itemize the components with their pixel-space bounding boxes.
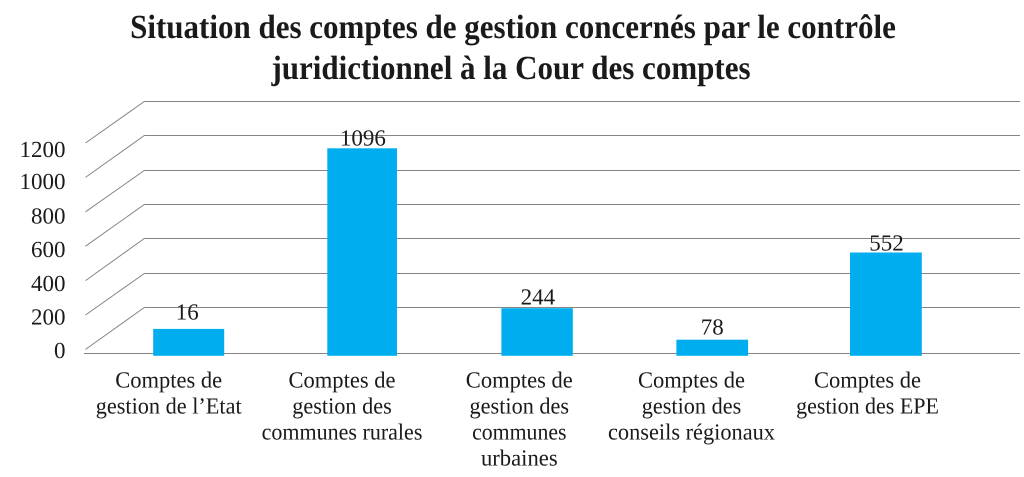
svg-text:552: 552 — [869, 231, 904, 256]
svg-text:1000: 1000 — [20, 169, 66, 194]
svg-text:Situation des comptes de gesti: Situation des comptes de gestion concern… — [130, 7, 896, 45]
svg-text:urbaines: urbaines — [481, 445, 558, 470]
svg-text:conseils régionaux: conseils régionaux — [608, 419, 775, 444]
svg-text:Comptes de: Comptes de — [289, 367, 396, 392]
svg-text:juridictionnel à la Cour des c: juridictionnel à la Cour des comptes — [270, 48, 750, 86]
svg-text:200: 200 — [31, 305, 66, 330]
svg-text:gestion des: gestion des — [470, 393, 570, 418]
svg-text:Comptes de: Comptes de — [638, 367, 745, 392]
svg-text:1096: 1096 — [340, 125, 386, 150]
svg-text:gestion des: gestion des — [642, 393, 742, 418]
svg-text:1200: 1200 — [20, 137, 66, 162]
svg-text:communes rurales: communes rurales — [262, 419, 423, 444]
svg-text:400: 400 — [31, 271, 66, 296]
svg-text:communes: communes — [472, 419, 566, 444]
svg-text:800: 800 — [31, 203, 66, 228]
svg-text:Comptes de: Comptes de — [814, 367, 921, 392]
svg-text:0: 0 — [54, 338, 66, 363]
svg-text:gestion des EPE: gestion des EPE — [796, 393, 939, 418]
svg-text:gestion des: gestion des — [292, 393, 392, 418]
svg-text:16: 16 — [176, 299, 199, 324]
svg-text:244: 244 — [521, 285, 556, 310]
svg-text:78: 78 — [701, 314, 724, 339]
svg-text:600: 600 — [31, 237, 66, 262]
svg-text:Comptes de: Comptes de — [466, 367, 573, 392]
svg-text:gestion de l’Etat: gestion de l’Etat — [96, 393, 243, 418]
svg-text:Comptes de: Comptes de — [115, 367, 222, 392]
